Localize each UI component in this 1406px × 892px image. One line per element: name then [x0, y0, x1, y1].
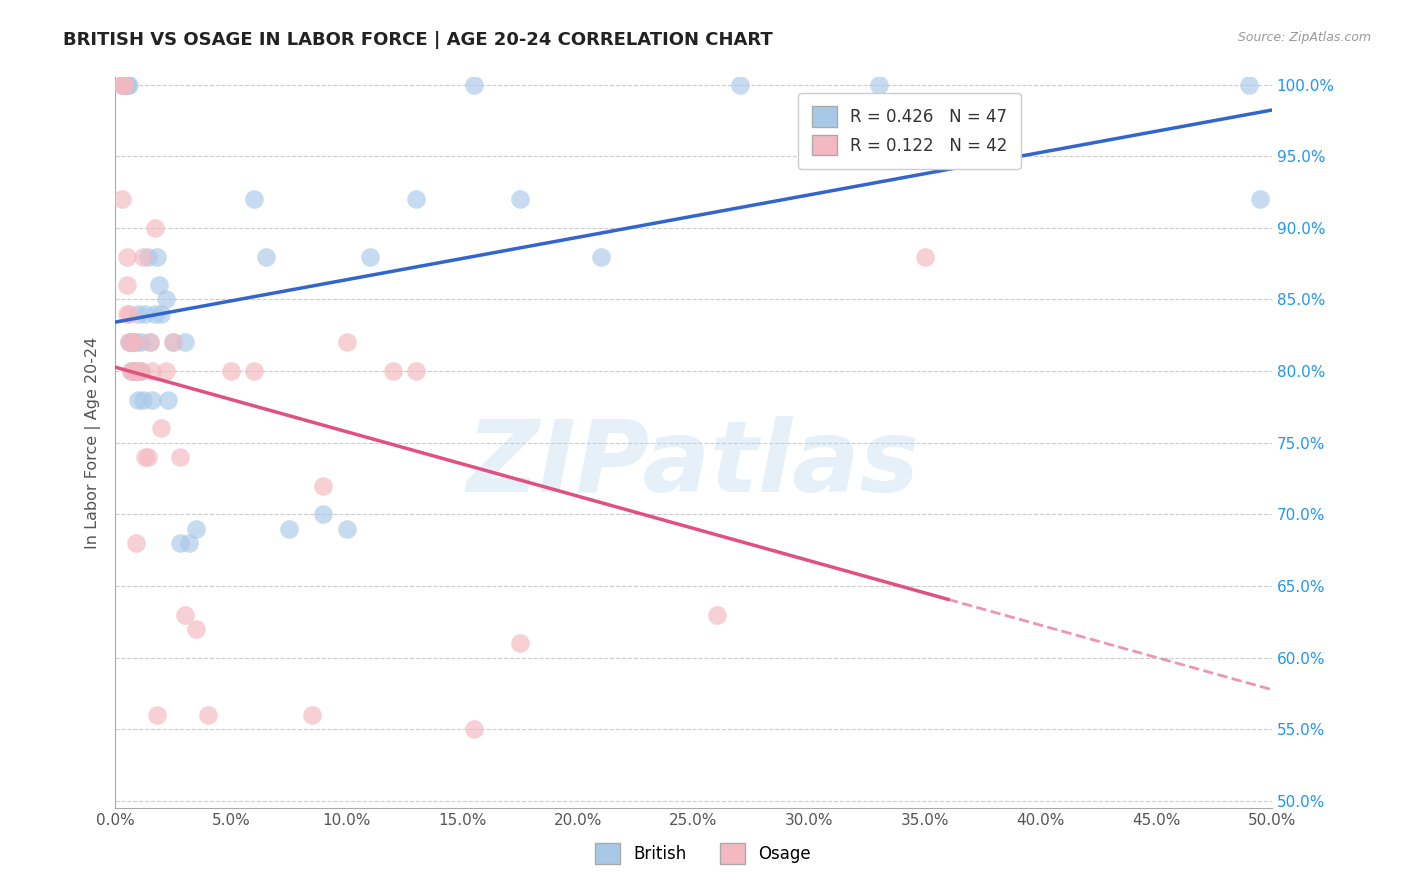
Point — [868, 78, 890, 92]
Point — [157, 392, 180, 407]
Point — [122, 364, 145, 378]
Point — [219, 364, 242, 378]
Point — [118, 335, 141, 350]
Point — [125, 335, 148, 350]
Point — [1237, 78, 1260, 92]
Point — [139, 335, 162, 350]
Point — [1249, 192, 1271, 206]
Point — [405, 364, 427, 378]
Point — [132, 392, 155, 407]
Point — [509, 192, 531, 206]
Point — [150, 421, 173, 435]
Point — [136, 450, 159, 464]
Point — [120, 364, 142, 378]
Point — [141, 392, 163, 407]
Point — [312, 508, 335, 522]
Point — [155, 293, 177, 307]
Point — [179, 536, 201, 550]
Point — [728, 78, 751, 92]
Point — [914, 250, 936, 264]
Point — [114, 78, 136, 92]
Point — [115, 307, 138, 321]
Point — [509, 636, 531, 650]
Point — [463, 723, 485, 737]
Text: Source: ZipAtlas.com: Source: ZipAtlas.com — [1237, 31, 1371, 45]
Point — [134, 450, 156, 464]
Point — [115, 250, 138, 264]
Point — [589, 250, 612, 264]
Point — [405, 192, 427, 206]
Point — [120, 364, 142, 378]
Point — [122, 335, 145, 350]
Point — [706, 607, 728, 622]
Point — [197, 708, 219, 723]
Point — [114, 78, 136, 92]
Point — [111, 78, 134, 92]
Point — [111, 78, 134, 92]
Point — [155, 364, 177, 378]
Point — [169, 536, 191, 550]
Point — [129, 364, 152, 378]
Point — [150, 307, 173, 321]
Point — [115, 78, 138, 92]
Point — [359, 250, 381, 264]
Point — [254, 250, 277, 264]
Point — [143, 307, 166, 321]
Point — [136, 250, 159, 264]
Point — [243, 364, 266, 378]
Point — [162, 335, 184, 350]
Point — [162, 335, 184, 350]
Point — [125, 364, 148, 378]
Point — [115, 78, 138, 92]
Point — [127, 307, 149, 321]
Point — [115, 278, 138, 293]
Point — [129, 364, 152, 378]
Point — [141, 364, 163, 378]
Point — [173, 607, 195, 622]
Point — [173, 335, 195, 350]
Point — [122, 335, 145, 350]
Point — [169, 450, 191, 464]
Point — [381, 364, 404, 378]
Point — [243, 192, 266, 206]
Point — [148, 278, 170, 293]
Point — [111, 192, 134, 206]
Point — [143, 220, 166, 235]
Point — [129, 335, 152, 350]
Point — [186, 622, 208, 636]
Point — [132, 250, 155, 264]
Point — [312, 479, 335, 493]
Point — [146, 708, 169, 723]
Point — [186, 522, 208, 536]
Point — [120, 335, 142, 350]
Point — [277, 522, 299, 536]
Point — [134, 307, 156, 321]
Point — [127, 364, 149, 378]
Point — [127, 392, 149, 407]
Point — [125, 536, 148, 550]
Point — [114, 78, 136, 92]
Point — [118, 307, 141, 321]
Point — [125, 364, 148, 378]
Point — [118, 78, 141, 92]
Point — [122, 364, 145, 378]
Point — [146, 250, 169, 264]
Legend: R = 0.426   N = 47, R = 0.122   N = 42: R = 0.426 N = 47, R = 0.122 N = 42 — [799, 93, 1021, 169]
Point — [335, 522, 357, 536]
Point — [139, 335, 162, 350]
Point — [335, 335, 357, 350]
Text: BRITISH VS OSAGE IN LABOR FORCE | AGE 20-24 CORRELATION CHART: BRITISH VS OSAGE IN LABOR FORCE | AGE 20… — [63, 31, 773, 49]
Y-axis label: In Labor Force | Age 20-24: In Labor Force | Age 20-24 — [86, 336, 101, 549]
Point — [114, 78, 136, 92]
Legend: British, Osage: British, Osage — [588, 837, 818, 871]
Point — [118, 335, 141, 350]
Point — [301, 708, 323, 723]
Point — [120, 335, 142, 350]
Text: ZIPatlas: ZIPatlas — [467, 417, 920, 513]
Point — [463, 78, 485, 92]
